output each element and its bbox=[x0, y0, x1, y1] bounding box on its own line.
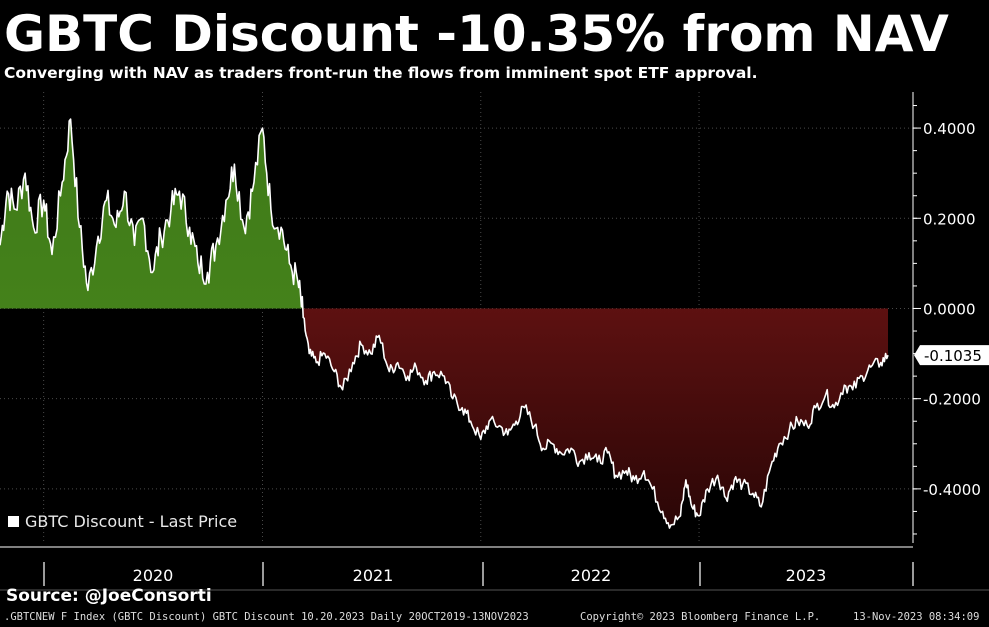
series-line bbox=[0, 118, 889, 529]
last-value-badge bbox=[914, 345, 989, 366]
source-credit: Source: @JoeConsorti bbox=[6, 586, 212, 606]
chart-legend: GBTC Discount - Last Price bbox=[8, 512, 237, 531]
area-negative-fill bbox=[302, 308, 888, 529]
last-value-label: -0.1035 bbox=[924, 347, 982, 365]
footer-index-info: .GBTCNEW F Index (GBTC Discount) GBTC Di… bbox=[4, 611, 529, 623]
chart-title: GBTC Discount -10.35% from NAV bbox=[4, 5, 949, 63]
x-tick-label: 2022 bbox=[571, 566, 612, 585]
y-tick-label: 0.2000 bbox=[923, 210, 976, 228]
y-tick-label: -0.2000 bbox=[923, 391, 981, 409]
area-positive-fill bbox=[0, 119, 888, 309]
y-tick-label: 0.0000 bbox=[923, 300, 976, 318]
footer-timestamp: 13-Nov-2023 08:34:09 bbox=[853, 611, 980, 623]
footer-copyright: Copyright© 2023 Bloomberg Finance L.P. bbox=[580, 611, 821, 623]
x-tick-label: 2020 bbox=[133, 566, 174, 585]
x-tick-label: 2021 bbox=[353, 566, 394, 585]
y-tick-label: 0.4000 bbox=[923, 120, 976, 138]
y-tick-label: -0.4000 bbox=[923, 481, 981, 499]
legend-label: GBTC Discount - Last Price bbox=[25, 512, 238, 531]
chart-subtitle: Converging with NAV as traders front-run… bbox=[4, 64, 758, 82]
legend-swatch bbox=[8, 516, 19, 527]
x-tick-label: 2023 bbox=[786, 566, 827, 585]
